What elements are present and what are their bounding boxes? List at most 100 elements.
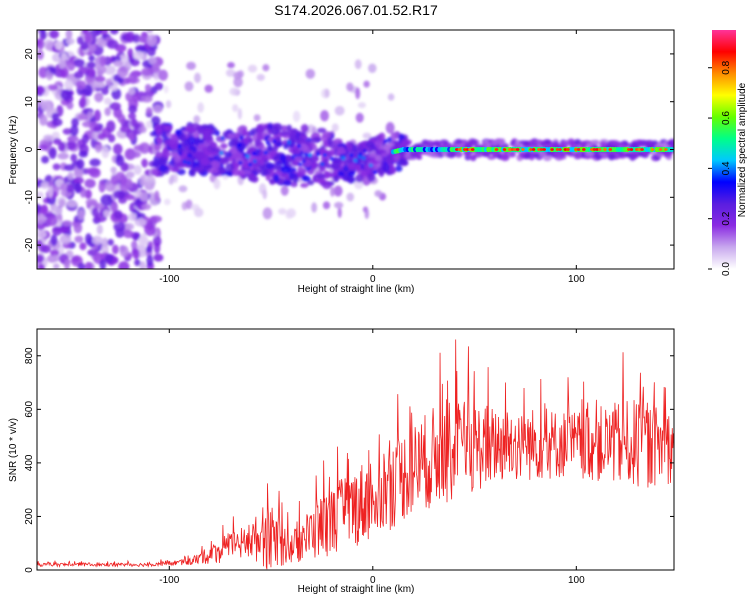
spectrogram-cell bbox=[463, 150, 472, 156]
spectrogram-cell bbox=[287, 140, 292, 145]
spectrogram-cell bbox=[60, 52, 68, 61]
spectrogram-cell bbox=[161, 132, 168, 139]
spectrogram-cell bbox=[177, 144, 182, 149]
spectrogram-cell bbox=[206, 135, 214, 141]
spectrogram-cell bbox=[304, 159, 312, 168]
spectrogram-cell bbox=[256, 132, 263, 142]
spectrogram-cell bbox=[182, 159, 187, 164]
spectrogram-cell bbox=[368, 63, 377, 73]
spectrogram-cell bbox=[539, 148, 544, 151]
spectrogram-cell bbox=[227, 133, 236, 139]
colorbar-tick-label: 0.8 bbox=[721, 60, 732, 74]
spectrogram-cell bbox=[76, 158, 85, 170]
spectrogram-cell bbox=[382, 163, 390, 172]
spectrogram-cell bbox=[176, 163, 186, 169]
colorbar-tick-label: 0.4 bbox=[721, 161, 732, 175]
spectrogram-cell bbox=[187, 127, 196, 134]
spectrogram-cell bbox=[658, 148, 663, 151]
spectrogram-cell bbox=[130, 151, 141, 158]
spectrogram-cell bbox=[193, 115, 201, 124]
spectrogram-cell bbox=[148, 56, 157, 65]
spectrogram-cell bbox=[322, 180, 332, 190]
spectrogram-cell bbox=[637, 148, 642, 151]
snr-x-tick-label: 0 bbox=[370, 575, 376, 586]
spectrogram-cell bbox=[237, 143, 242, 148]
spectrogram-cell bbox=[334, 105, 345, 116]
spectrogram-cell bbox=[84, 189, 92, 200]
spectrogram-cell bbox=[664, 148, 668, 151]
spectrogram-cell bbox=[197, 143, 205, 149]
spectrogram-cell bbox=[329, 156, 334, 161]
spectrogram-cell bbox=[241, 169, 252, 175]
spectrogram-cell bbox=[220, 143, 228, 149]
spectrogram-cell bbox=[208, 167, 219, 175]
spectrogram-cell bbox=[37, 85, 46, 95]
spectrogram-cell bbox=[269, 179, 276, 185]
spectrogram-cell bbox=[330, 186, 335, 197]
spectrogram-cell bbox=[197, 102, 205, 113]
spectrogram-cell bbox=[78, 150, 88, 158]
snr-y-tick-label: 400 bbox=[24, 454, 35, 471]
spectrogram-cell bbox=[311, 156, 320, 162]
spectrogram-cell bbox=[125, 171, 135, 179]
snr-x-ticks: -100 0 100 bbox=[159, 329, 585, 586]
spectrogram-cell bbox=[186, 61, 196, 70]
spectrogram-cell bbox=[141, 158, 148, 168]
spectrogram-cell bbox=[292, 110, 301, 122]
spectrogram-cell bbox=[280, 185, 289, 196]
spectrogram-cell bbox=[283, 143, 289, 150]
spectrogram-cell bbox=[103, 210, 110, 218]
spectrogram-signal-track bbox=[390, 146, 674, 155]
spectrogram-cell bbox=[77, 262, 86, 269]
spectrogram-cell bbox=[60, 182, 68, 191]
spectrogram-cell bbox=[91, 207, 99, 218]
spectrogram-cell bbox=[164, 198, 171, 206]
spectrogram-cell bbox=[262, 207, 273, 220]
spectrogram-cell bbox=[170, 166, 180, 173]
spectrogram-cell bbox=[133, 144, 145, 152]
spectrogram-y-axis-label: Frequency (Hz) bbox=[8, 116, 19, 185]
spectrogram-cell bbox=[363, 80, 370, 88]
spectrogram-cell bbox=[132, 33, 141, 43]
spectrogram-cell bbox=[279, 154, 287, 162]
spectrogram-cell bbox=[183, 138, 192, 147]
spectrogram-cell bbox=[518, 140, 527, 145]
spectrogram-cell bbox=[199, 150, 205, 159]
spectrogram-cell bbox=[368, 163, 373, 168]
spectrogram-cell bbox=[242, 128, 248, 136]
spectrogram-cell bbox=[280, 165, 290, 174]
spectrogram-cell bbox=[651, 140, 658, 145]
spectrogram-cell bbox=[322, 201, 331, 210]
spectrogram-cell bbox=[299, 131, 307, 137]
spectrogram-cell bbox=[343, 165, 349, 172]
spectrogram-cell bbox=[592, 148, 597, 151]
spectrogram-cell bbox=[300, 124, 309, 133]
spectrogram-cell bbox=[521, 148, 525, 151]
spectrogram-cell bbox=[353, 158, 358, 163]
spectrogram-cell bbox=[368, 153, 378, 158]
spectrogram-y-tick-label: 0 bbox=[24, 146, 35, 152]
spectrogram-cell bbox=[381, 152, 389, 158]
spectrogram-cell bbox=[63, 258, 71, 269]
spectrogram-cell bbox=[247, 64, 258, 73]
spectrogram-cell bbox=[147, 47, 156, 57]
spectrogram-cell bbox=[233, 132, 241, 139]
spectrogram-cell bbox=[85, 198, 98, 206]
spectrogram-cell bbox=[88, 54, 95, 62]
colorbar-tick-label: 0.0 bbox=[721, 262, 732, 276]
spectrogram-cell bbox=[262, 64, 270, 72]
spectrogram-cell bbox=[168, 176, 174, 185]
spectrogram-cell bbox=[531, 148, 536, 151]
spectrogram-cell bbox=[84, 261, 93, 269]
spectrogram-cell bbox=[238, 160, 243, 165]
spectrogram-cell bbox=[158, 164, 169, 172]
spectrogram-cell bbox=[555, 148, 560, 151]
spectrogram-cell bbox=[125, 178, 133, 189]
spectrogram-x-tick-label: 0 bbox=[370, 274, 376, 285]
spectrogram-cell bbox=[178, 151, 183, 156]
spectrogram-cell bbox=[128, 87, 136, 95]
spectrogram-cell bbox=[358, 152, 363, 157]
spectrogram-cell bbox=[101, 237, 109, 248]
spectrogram-cell bbox=[108, 84, 119, 91]
